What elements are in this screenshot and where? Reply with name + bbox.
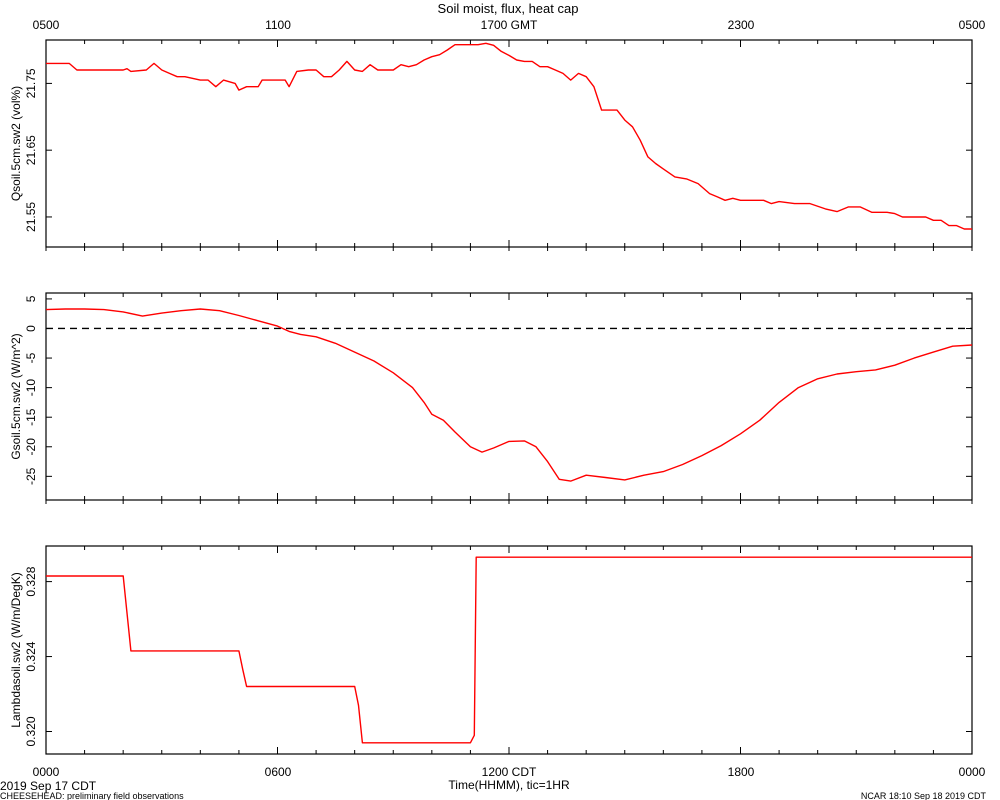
cdt-tick-label-2: 1200 CDT xyxy=(482,765,537,779)
date-label: 2019 Sep 17 CDT xyxy=(0,779,97,793)
soil-moisture-series-line xyxy=(46,42,972,230)
footer-timestamp: NCAR 18:10 Sep 18 2019 CDT xyxy=(861,791,987,800)
thermal-conductivity-y-tick-label: 0.320 xyxy=(24,716,38,746)
footer-source-note: CHEESEHEAD: preliminary field observatio… xyxy=(0,791,184,800)
chart-title: Soil moist, flux, heat cap xyxy=(438,1,579,16)
thermal-conductivity-series-line xyxy=(46,556,972,744)
soil-heat-flux-y-tick-label: 0 xyxy=(24,325,38,332)
soil-moisture-y-tick-label: 21.65 xyxy=(24,135,38,165)
cdt-tick-label-1: 0600 xyxy=(265,765,292,779)
cdt-tick-label-0: 0000 xyxy=(33,765,60,779)
x-axis-label: Time(HHMM), tic=1HR xyxy=(448,778,570,792)
thermal-conductivity-y-axis-label: Lambdasoil.sw2 (W/m/DegK) xyxy=(9,572,23,727)
soil-heat-flux-y-tick-label: -15 xyxy=(24,408,38,426)
soil-moisture-y-axis-label: Qsoil.5cm.sw2 (vol%) xyxy=(9,86,23,201)
gmt-tick-label-3: 2300 xyxy=(728,18,755,32)
soil-heat-flux-y-tick-label: -25 xyxy=(24,467,38,485)
gmt-tick-label-0: 0500 xyxy=(33,18,60,32)
soil-heat-flux-y-tick-label: 5 xyxy=(24,295,38,302)
soil-heat-flux-y-tick-label: -20 xyxy=(24,438,38,456)
thermal-conductivity-y-tick-label: 0.328 xyxy=(24,566,38,596)
soil-moisture-y-tick-label: 21.55 xyxy=(24,202,38,232)
soil-heat-flux-y-axis-label: Gsoil.5cm.sw2 (W/m^2) xyxy=(9,333,23,459)
cdt-tick-label-3: 1800 xyxy=(728,765,755,779)
gmt-tick-label-1: 1100 xyxy=(265,18,291,32)
soil-heat-flux-series-line xyxy=(45,308,973,482)
soil-heat-flux-y-tick-label: -10 xyxy=(24,379,38,397)
soil-heat-flux-plot-frame xyxy=(45,292,973,501)
gmt-tick-label-4: 0500 xyxy=(959,18,986,32)
thermal-conductivity-y-tick-label: 0.324 xyxy=(24,641,38,671)
soil-moisture-plot-frame xyxy=(45,39,973,248)
thermal-conductivity-plot-frame xyxy=(45,545,973,755)
gmt-tick-label-2: 1700 GMT xyxy=(481,18,538,32)
soil-heat-flux-y-tick-label: -5 xyxy=(24,352,38,363)
cdt-tick-label-4: 0000 xyxy=(959,765,986,779)
soil-moisture-y-tick-label: 21.75 xyxy=(24,68,38,98)
